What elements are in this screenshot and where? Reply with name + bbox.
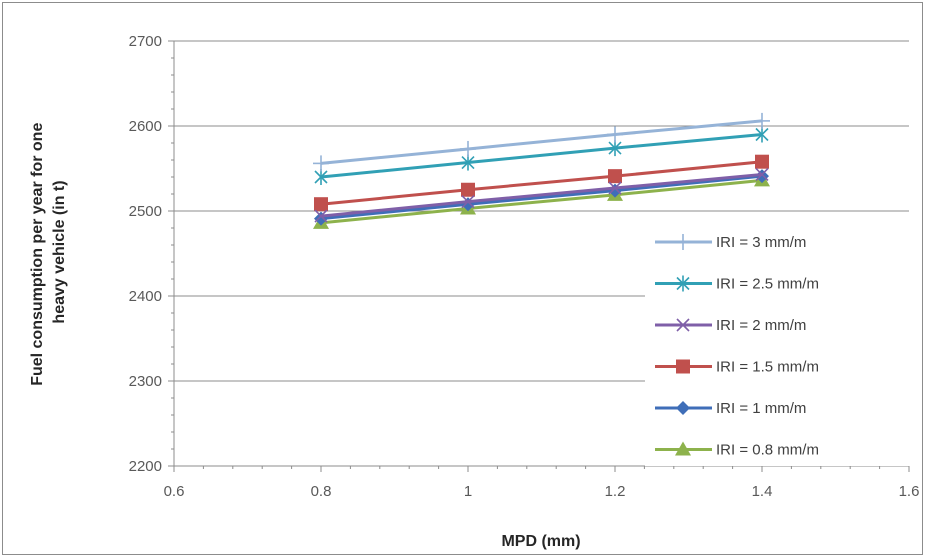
series-line: [320, 178, 763, 225]
y-tick-label: 2500: [129, 203, 162, 220]
x-tick-label: 0.8: [311, 483, 332, 500]
data-point: [314, 197, 328, 212]
data-point: [461, 195, 475, 209]
x-tick-label: 1.4: [752, 483, 773, 500]
data-point: [675, 441, 691, 456]
data-point: [676, 318, 690, 332]
y-tick-label: 2200: [129, 458, 162, 475]
data-point: [755, 167, 769, 182]
legend-entry: IRI = 0.8 mm/m: [655, 441, 819, 459]
data-point: [676, 401, 690, 415]
legend-label: IRI = 2 mm/m: [716, 317, 806, 334]
x-tick-label: 1: [464, 483, 472, 500]
legend-entry: IRI = 2 mm/m: [655, 317, 806, 334]
data-point: [461, 182, 475, 197]
data-point: [313, 155, 329, 172]
legend-label: IRI = 0.8 mm/m: [716, 442, 819, 459]
series-line: [320, 160, 763, 206]
series: [313, 112, 770, 229]
data-point: [608, 181, 622, 195]
x-tick-label: 1.6: [899, 483, 920, 500]
y-tick-label: 2400: [129, 288, 162, 305]
data-point: [608, 140, 622, 157]
y-tick-label: 2700: [129, 33, 162, 50]
series-line: [320, 174, 763, 221]
data-point: [314, 169, 328, 185]
data-point: [608, 169, 622, 184]
data-point: [314, 209, 328, 223]
data-point: [460, 140, 476, 157]
data-point: [676, 359, 690, 374]
legend-entry: IRI = 2.5 mm/m: [655, 275, 819, 293]
x-tick-label: 0.6: [164, 483, 185, 500]
series-group: [313, 112, 770, 172]
legend-entry: IRI = 1 mm/m: [655, 400, 806, 417]
data-point: [755, 169, 769, 184]
legend-label: IRI = 2.5 mm/m: [716, 276, 819, 293]
data-point: [755, 126, 769, 143]
y-tick-label: 2300: [129, 373, 162, 390]
series-group: [314, 126, 769, 185]
series-group: [314, 167, 769, 223]
data-point: [461, 154, 475, 171]
y-axis-title-line-2: heavy vehicle (in t): [51, 180, 68, 323]
legend-entry: IRI = 1.5 mm/m: [655, 359, 819, 376]
axes: 2200 2300 2400 2500 2600 2700 0.6 0.8 1 1.2 1.4 1.6: [129, 33, 920, 500]
y-axis-title: Fuel consumption per year for one heavy …: [29, 118, 68, 386]
data-point: [675, 234, 691, 250]
legend: IRI = 3 mm/m IRI = 2.5 mm/m IRI = 2 mm/m IR…: [645, 222, 909, 466]
series-group: [314, 154, 769, 212]
legend-entry: IRI = 3 mm/m: [655, 234, 806, 251]
legend-label: IRI = 3 mm/m: [716, 234, 806, 251]
series-line: [320, 133, 763, 179]
data-point: [676, 275, 690, 292]
data-point: [755, 154, 769, 169]
x-tick-label: 1.2: [605, 483, 626, 500]
legend-label: IRI = 1.5 mm/m: [716, 359, 819, 376]
legend-background: [645, 222, 909, 466]
series-line: [320, 119, 763, 165]
data-point: [607, 126, 623, 143]
y-axis-title-line-1: Fuel consumption per year for one: [29, 123, 46, 386]
y-tick-label: 2600: [129, 118, 162, 135]
data-point: [754, 112, 770, 129]
legend-label: IRI = 1 mm/m: [716, 400, 806, 417]
series-line: [320, 172, 763, 218]
x-axis-title: MPD (mm): [501, 533, 580, 550]
